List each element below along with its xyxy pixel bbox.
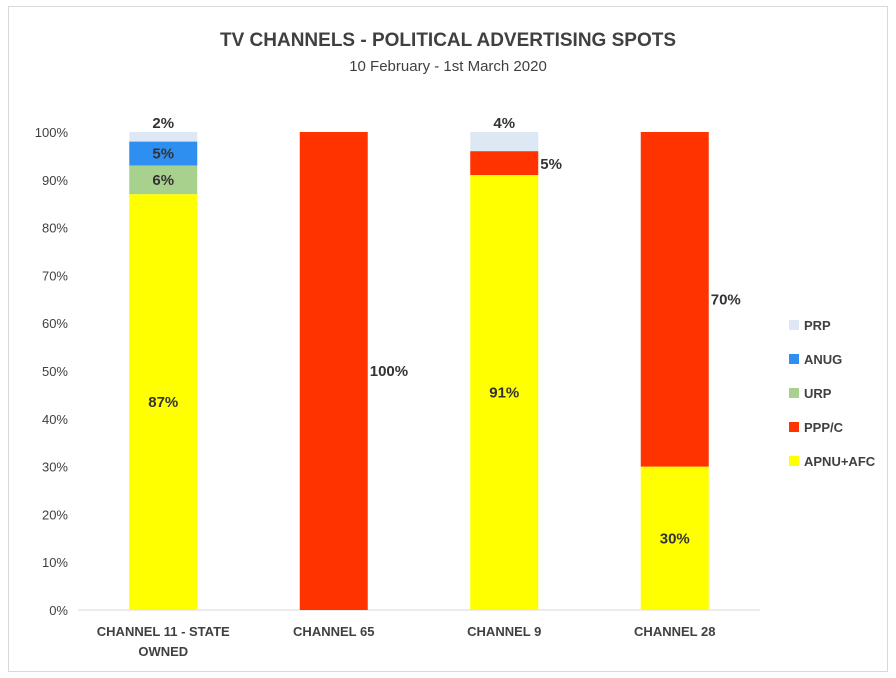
y-tick-label: 50%	[42, 364, 68, 379]
bar-segment	[470, 175, 539, 610]
x-category-label: CHANNEL 9	[467, 624, 541, 639]
bar-segment	[640, 466, 709, 610]
bar-segment	[129, 165, 198, 195]
chart-title: TV CHANNELS - POLITICAL ADVERTISING SPOT…	[219, 30, 677, 51]
legend-swatch	[789, 388, 799, 398]
data-label: 4%	[493, 115, 515, 132]
legend-swatch	[789, 456, 799, 466]
bar-segment	[640, 132, 709, 467]
y-tick-label: 0%	[49, 603, 68, 618]
legend-label: ANUG	[804, 352, 842, 367]
bar-segment	[470, 132, 539, 152]
data-label: 5%	[540, 156, 562, 173]
y-tick-label: 40%	[42, 412, 68, 427]
legend-label: PRP	[804, 318, 831, 333]
legend-label: APNU+AFC	[804, 454, 876, 469]
x-category-label: OWNED	[138, 644, 188, 659]
legend-swatch	[789, 354, 799, 364]
y-tick-label: 30%	[42, 460, 68, 475]
data-label: 6%	[152, 172, 174, 189]
legend-label: PPP/C	[804, 420, 844, 435]
bar-segment	[299, 132, 368, 610]
data-label: 70%	[711, 291, 741, 308]
x-category-label: CHANNEL 11 - STATE	[97, 624, 230, 639]
x-category-label: CHANNEL 28	[634, 624, 715, 639]
legend-label: URP	[804, 386, 832, 401]
data-label: 2%	[152, 115, 174, 132]
bar-segment	[129, 132, 198, 142]
data-label: 5%	[152, 146, 174, 163]
legend-swatch	[789, 320, 799, 330]
bar-segment	[129, 141, 198, 166]
y-tick-label: 80%	[42, 221, 68, 236]
y-tick-label: 60%	[42, 316, 68, 331]
y-tick-label: 20%	[42, 507, 68, 522]
y-tick-label: 70%	[42, 268, 68, 283]
y-tick-label: 100%	[35, 125, 69, 140]
data-label: 91%	[489, 385, 519, 402]
data-label: 30%	[660, 530, 690, 547]
data-label: 100%	[370, 363, 408, 380]
y-tick-label: 10%	[42, 555, 68, 570]
x-category-label: CHANNEL 65	[293, 624, 374, 639]
chart-subtitle: 10 February - 1st March 2020	[349, 58, 547, 75]
bar-segment	[129, 194, 198, 610]
legend-swatch	[789, 422, 799, 432]
y-tick-label: 90%	[42, 173, 68, 188]
bar-segment	[470, 151, 539, 176]
data-label: 87%	[148, 394, 178, 411]
